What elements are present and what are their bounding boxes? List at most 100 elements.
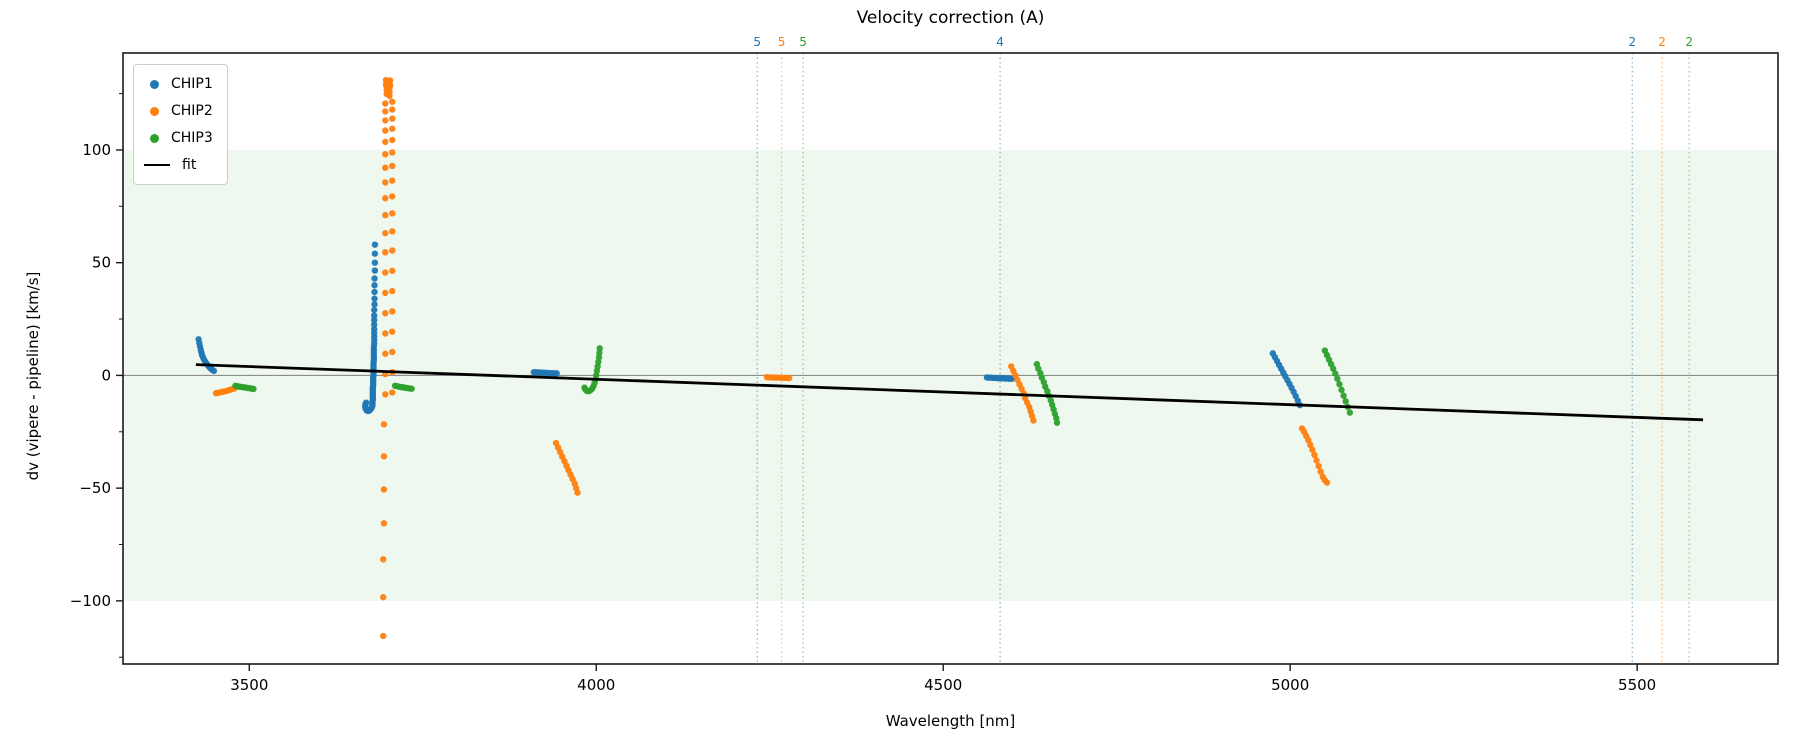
point-CHIP2	[382, 100, 389, 107]
point-CHIP1	[553, 370, 560, 377]
x-tick-label: 5500	[1618, 676, 1656, 694]
point-CHIP2	[389, 136, 396, 144]
point-CHIP1	[371, 295, 378, 302]
legend: CHIP1 CHIP2 CHIP3 fit	[133, 64, 228, 185]
fit-line	[195, 363, 1704, 422]
point-CHIP2	[382, 164, 389, 171]
point-CHIP1	[370, 321, 378, 328]
point-CHIP3	[1332, 370, 1339, 377]
point-CHIP1	[371, 288, 378, 296]
chip3-marker-icon	[150, 133, 159, 143]
fit-line-marker-icon	[144, 164, 170, 166]
vline-label-4267: 5	[778, 35, 786, 49]
chip1-marker-icon	[150, 79, 159, 89]
point-CHIP2	[1311, 451, 1318, 459]
y-tick-label: −100	[70, 592, 111, 610]
point-CHIP2	[785, 374, 793, 382]
x-tick-label: 5000	[1271, 676, 1309, 694]
point-CHIP2	[389, 162, 396, 170]
point-CHIP1	[371, 250, 379, 257]
point-CHIP1	[371, 275, 378, 282]
point-CHIP3	[1338, 386, 1345, 394]
point-CHIP3	[1342, 398, 1349, 405]
point-CHIP2	[380, 453, 388, 460]
plot-border	[122, 52, 1779, 665]
point-CHIP2	[1313, 457, 1320, 464]
point-CHIP3	[1336, 381, 1343, 388]
point-CHIP2	[380, 520, 388, 527]
point-CHIP2	[382, 350, 389, 357]
point-CHIP3	[250, 385, 257, 393]
point-CHIP1	[370, 316, 378, 324]
point-CHIP1	[371, 282, 378, 289]
series-CHIP3	[232, 345, 1354, 426]
point-CHIP2	[382, 127, 389, 134]
point-CHIP2	[1309, 446, 1316, 454]
point-CHIP1	[370, 312, 378, 319]
point-CHIP2	[389, 247, 396, 254]
chip2-marker-icon	[150, 106, 159, 116]
point-CHIP3	[408, 385, 415, 392]
point-CHIP2	[1317, 468, 1324, 475]
point-CHIP2	[382, 194, 389, 202]
x-tick-label: 3500	[230, 676, 268, 694]
point-CHIP2	[382, 179, 389, 186]
point-CHIP2	[380, 632, 387, 640]
legend-item-chip1: CHIP1	[144, 73, 213, 95]
point-CHIP1	[371, 259, 379, 266]
point-CHIP2	[389, 177, 396, 184]
point-CHIP2	[382, 117, 389, 124]
y-tick-label: 50	[92, 254, 111, 272]
legend-label: CHIP3	[171, 130, 213, 146]
point-CHIP2	[389, 125, 396, 132]
point-CHIP2	[382, 151, 389, 158]
point-CHIP3	[1346, 409, 1354, 416]
point-CHIP2	[389, 98, 396, 105]
vline-label-4582: 4	[996, 35, 1004, 49]
y-tick-label: 0	[101, 366, 111, 384]
point-CHIP2	[382, 249, 389, 256]
x-axis-label: Wavelength [nm]	[885, 712, 1016, 730]
point-CHIP2	[380, 486, 388, 493]
vline-label-5536: 2	[1658, 35, 1666, 49]
vline-label-4298: 5	[799, 35, 807, 49]
y-tick-label: −50	[79, 479, 111, 497]
point-CHIP2	[389, 308, 396, 315]
x-tick-label: 4000	[577, 676, 615, 694]
point-CHIP2	[382, 330, 389, 337]
vline-label-4232: 5	[753, 35, 761, 49]
point-CHIP2	[380, 556, 387, 563]
point-CHIP1	[371, 301, 378, 308]
point-CHIP2	[389, 149, 396, 156]
series-CHIP2	[212, 76, 1331, 640]
y-axis-label: dv (vipere - pipeline) [km/s]	[24, 271, 42, 481]
point-CHIP1	[210, 367, 218, 375]
legend-item-fit: fit	[144, 154, 213, 176]
point-CHIP2	[382, 309, 389, 317]
point-CHIP3	[581, 384, 588, 391]
point-CHIP3	[1334, 375, 1341, 382]
point-CHIP2	[382, 211, 389, 219]
point-CHIP2	[382, 138, 389, 146]
point-CHIP2	[1315, 462, 1322, 470]
point-CHIP1	[363, 399, 370, 406]
point-CHIP2	[382, 289, 389, 297]
point-CHIP1	[371, 267, 379, 274]
point-CHIP3	[1329, 365, 1337, 372]
chart-title: Velocity correction (A)	[856, 8, 1045, 28]
point-CHIP2	[386, 92, 393, 100]
legend-item-chip3: CHIP3	[144, 127, 213, 149]
point-CHIP2	[382, 391, 389, 398]
point-CHIP2	[1307, 441, 1314, 449]
point-CHIP2	[389, 193, 396, 200]
point-CHIP2	[574, 489, 581, 496]
point-CHIP3	[1053, 419, 1061, 426]
point-CHIP2	[389, 115, 396, 122]
point-CHIP2	[380, 594, 387, 601]
point-CHIP2	[382, 108, 389, 115]
point-CHIP2	[389, 106, 396, 113]
point-CHIP1	[370, 306, 378, 314]
point-CHIP2	[389, 328, 396, 335]
